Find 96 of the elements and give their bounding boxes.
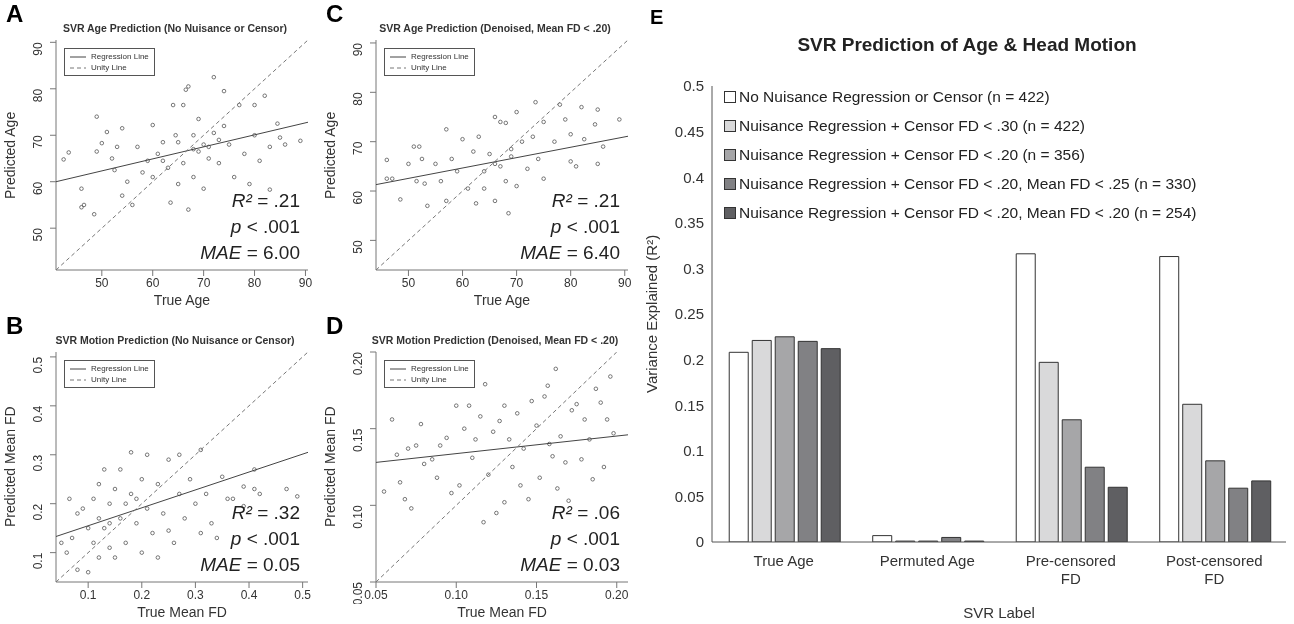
x-tick-label: 50 (95, 275, 109, 290)
x-tick-label: 0.5 (294, 587, 312, 602)
annotation: MAE = 0.05 (200, 554, 300, 575)
x-tick-label: 60 (455, 275, 470, 290)
x-tick-label: 0.2 (133, 587, 151, 602)
chart-title: SVR Motion Prediction (No Nuisance or Censor) (54, 334, 296, 346)
legend-label: Regression Line (91, 51, 149, 62)
y-tick-label: 80 (351, 92, 366, 106)
x-axis-title: True Mean FD (456, 604, 548, 622)
y-tick-label: 0.4 (683, 168, 704, 186)
y-tick-label: 0.45 (674, 122, 704, 140)
x-tick-label: 0.20 (605, 587, 629, 602)
annotation: p < .001 (230, 216, 300, 237)
x-tick-label: Permuted Age (879, 552, 975, 569)
y-tick-label: 0 (695, 533, 704, 551)
x-tick-label: 0.10 (444, 587, 469, 602)
annotation: R² = .32 (231, 502, 300, 523)
annotation: R² = .06 (551, 502, 620, 523)
y-tick-label: 0.2 (31, 503, 46, 521)
annotation: p < .001 (230, 528, 300, 549)
x-tick-label: Post-censored FD (1165, 552, 1263, 587)
chart-title: SVR Motion Prediction (Denoised, Mean FD < .20) (370, 334, 620, 346)
text: C (326, 0, 344, 28)
y-tick-label: 0.10 (351, 505, 366, 529)
x-tick-label: 0.15 (524, 587, 549, 602)
x-tick-label: 60 (146, 275, 160, 290)
y-tick-label: 80 (31, 88, 46, 103)
legend-label: No Nuisance Regression or Censor (n = 422) (739, 87, 1050, 107)
y-tick-label: 50 (351, 240, 366, 254)
annotation: MAE = 6.00 (200, 242, 300, 263)
y-tick-label: 0.35 (674, 214, 704, 232)
x-tick-label: 90 (298, 275, 313, 290)
legend-label: Regression Line (91, 363, 149, 374)
x-axis-title: True Age (152, 292, 212, 310)
y-axis-title: Variance Explained (R²) (641, 233, 661, 396)
text: E (650, 6, 664, 29)
y-tick-label: 70 (351, 141, 366, 156)
y-tick-label: 0.3 (31, 454, 46, 472)
y-tick-label: 90 (351, 42, 366, 57)
x-tick-label: 80 (564, 275, 578, 290)
y-tick-label: 60 (31, 181, 46, 196)
y-tick-label: 0.5 (683, 77, 704, 95)
y-tick-label: 0.15 (674, 396, 704, 414)
y-axis-title: Predicted Age (1, 110, 19, 201)
y-tick-label: 70 (31, 134, 46, 149)
chart-title: SVR Age Prediction (No Nuisance or Censor) (61, 22, 289, 34)
annotation: p < .001 (550, 216, 620, 237)
y-tick-label: 0.25 (674, 305, 704, 323)
y-axis-title: Predicted Age (321, 110, 339, 201)
y-axis-title: Predicted Mean FD (1, 405, 19, 530)
legend-label: Unity Line (411, 374, 447, 385)
x-axis-title: SVR Label (963, 604, 1035, 621)
y-tick-label: 0.3 (683, 259, 704, 277)
y-tick-label: 50 (31, 227, 46, 242)
x-tick-label: 0.05 (364, 587, 388, 602)
annotation: p < .001 (550, 528, 620, 549)
annotation: MAE = 0.03 (520, 554, 620, 575)
chart-title: SVR Age Prediction (Denoised, Mean FD < .20) (378, 22, 612, 34)
legend-label: Regression Line (411, 363, 469, 374)
y-tick-label: 60 (351, 190, 366, 205)
y-tick-label: 90 (31, 42, 46, 56)
x-tick-label: True Age (753, 552, 814, 569)
legend-label: Nuisance Regression + Censor FD < .20 (n = 356) (739, 145, 1085, 165)
x-tick-label: 70 (509, 275, 524, 290)
y-tick-label: 0.2 (683, 350, 704, 368)
x-tick-label: Pre-censored FD (1025, 552, 1116, 587)
legend-label: Unity Line (91, 62, 127, 73)
y-tick-label: 0.4 (31, 405, 46, 423)
y-tick-label: 0.05 (674, 487, 704, 505)
text: A (6, 0, 24, 28)
x-tick-label: 0.4 (240, 587, 258, 602)
y-axis-title: Predicted Mean FD (321, 405, 339, 530)
y-tick-label: 0.15 (351, 428, 366, 453)
annotation: MAE = 6.40 (520, 242, 620, 263)
x-tick-label: 0.3 (187, 587, 205, 602)
x-tick-label: 50 (401, 275, 416, 290)
annotation: R² = .21 (231, 190, 300, 211)
x-tick-label: 0.1 (79, 587, 97, 602)
y-tick-label: 0.5 (31, 356, 46, 374)
x-tick-label: 80 (247, 275, 262, 290)
legend-label: Unity Line (91, 374, 127, 385)
text: B (6, 312, 24, 340)
x-tick-label: 90 (618, 275, 632, 290)
x-tick-label: 70 (196, 275, 211, 290)
legend-label: Unity Line (411, 62, 447, 73)
legend-label: Nuisance Regression + Censor FD < .30 (n = 422) (739, 116, 1085, 136)
legend-label: Regression Line (411, 51, 469, 62)
y-tick-label: 0.20 (351, 351, 366, 376)
y-tick-label: 0.1 (683, 442, 704, 460)
text: D (326, 312, 344, 340)
x-axis-title: True Age (472, 292, 532, 310)
x-axis-title: True Mean FD (136, 604, 228, 622)
annotation: R² = .21 (551, 190, 620, 211)
legend-label: Nuisance Regression + Censor FD < .20, Mean FD < .20 (n = 254) (739, 203, 1197, 223)
legend-label: Nuisance Regression + Censor FD < .20, Mean FD < .25 (n = 330) (739, 174, 1197, 194)
chart-title: SVR Prediction of Age & Head Motion (796, 34, 1138, 56)
